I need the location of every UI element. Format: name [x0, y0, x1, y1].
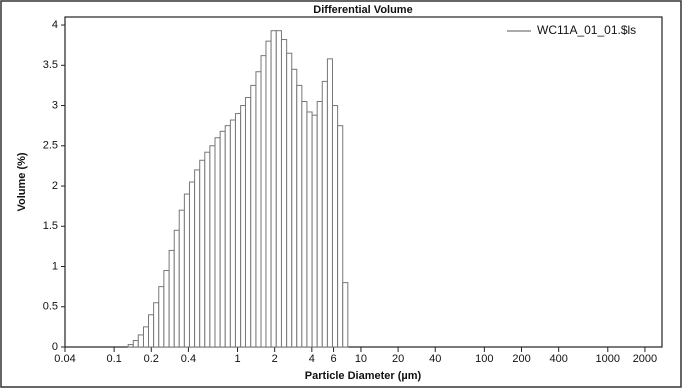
bar: [331, 105, 339, 348]
bar: [148, 314, 155, 348]
bar: [168, 249, 175, 348]
x-axis-label: Particle Diameter (µm): [305, 370, 422, 382]
bar: [311, 114, 318, 348]
bar: [229, 119, 236, 348]
y-tick-label: 2: [52, 180, 58, 192]
bar: [163, 270, 170, 348]
bar: [204, 151, 211, 348]
x-tick-label: 20: [392, 353, 404, 365]
bar: [260, 55, 267, 348]
bar: [219, 130, 226, 348]
bar: [301, 101, 308, 348]
bar: [199, 159, 206, 348]
bar: [224, 125, 231, 348]
y-axis-label: Volume (%): [16, 152, 28, 211]
bar: [337, 125, 344, 348]
x-tick-label: 0.2: [144, 353, 159, 365]
bar: [306, 111, 313, 348]
bar: [183, 193, 190, 348]
bar: [286, 52, 293, 348]
x-tick-label: 6: [331, 353, 337, 365]
bar: [244, 96, 252, 348]
y-tick-label: 0.5: [43, 301, 58, 313]
x-tick-label: 100: [475, 353, 493, 365]
plot-area: [64, 16, 663, 348]
bar: [275, 30, 282, 348]
bar: [188, 181, 196, 348]
x-tick-label: 2: [272, 353, 278, 365]
bar: [291, 68, 298, 348]
bar: [132, 340, 139, 348]
y-tick-label: 2.5: [43, 140, 58, 152]
y-tick-label: 0: [52, 341, 58, 353]
y-tick-label: 3.5: [43, 59, 58, 71]
bar: [321, 80, 328, 348]
x-tick-label: 10: [355, 353, 367, 365]
bar: [296, 84, 303, 348]
y-tick-label: 4: [52, 19, 58, 31]
x-tick-label: 1: [234, 353, 240, 365]
bar: [342, 282, 349, 348]
bar: [142, 326, 150, 348]
x-tick-label: 4: [309, 353, 315, 365]
bar: [214, 137, 221, 348]
bar: [158, 286, 165, 348]
x-tick-label: 400: [549, 353, 567, 365]
bar: [240, 105, 246, 348]
bar: [178, 209, 185, 348]
bar: [194, 169, 201, 348]
bar: [265, 40, 272, 348]
x-tick-label: 0.4: [181, 353, 196, 365]
bar: [326, 58, 333, 348]
bar: [280, 39, 288, 348]
y-tick-label: 1.5: [43, 220, 58, 232]
y-tick-label: 1: [52, 260, 58, 272]
x-tick-label: 40: [429, 353, 441, 365]
bar: [137, 334, 144, 348]
x-tick-label: 1000: [596, 353, 620, 365]
legend-label: WC11A_01_01.$ls: [537, 23, 636, 37]
x-tick-label: 2000: [633, 353, 657, 365]
bar: [316, 101, 323, 348]
y-tick-label: 3: [52, 99, 58, 111]
bar: [127, 344, 134, 348]
x-tick-label: 0.1: [106, 353, 121, 365]
bar: [270, 30, 277, 348]
x-tick-label: 200: [512, 353, 530, 365]
x-tick-label: 0.04: [54, 353, 75, 365]
bar: [153, 302, 160, 348]
bar: [209, 145, 216, 348]
bar: [173, 229, 180, 348]
chart-title: Differential Volume: [313, 4, 412, 16]
bar: [255, 71, 262, 348]
bar: [250, 84, 257, 348]
bar: [234, 113, 242, 348]
